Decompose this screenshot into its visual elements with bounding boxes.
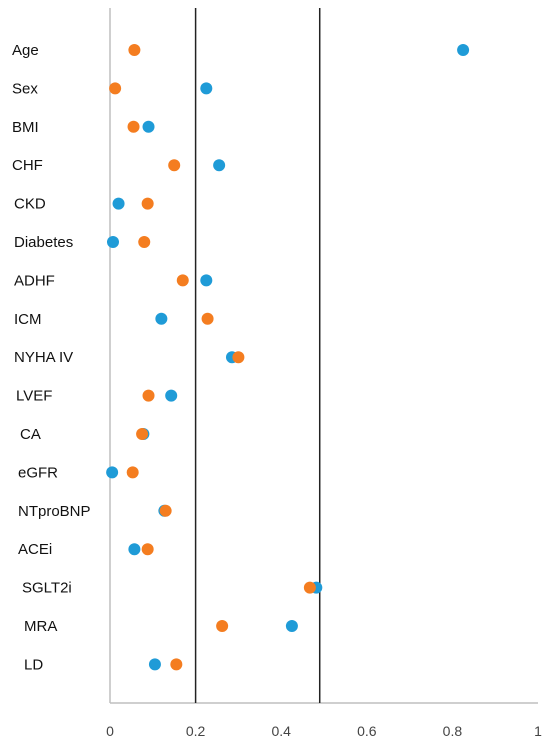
data-point-series-1 [213, 159, 226, 172]
data-point-series-1 [128, 543, 141, 556]
data-point-series-2 [126, 466, 139, 479]
category-label: NTproBNP [18, 503, 91, 520]
data-point-series-1 [200, 274, 213, 287]
data-point-series-2 [159, 504, 172, 517]
data-point-series-2 [168, 159, 181, 172]
data-point-series-1 [148, 658, 161, 671]
x-tick-label: 0.8 [443, 723, 463, 739]
data-point-series-1 [165, 389, 178, 402]
data-point-series-1 [142, 120, 155, 133]
category-label: Diabetes [14, 234, 73, 251]
data-point-series-1 [285, 620, 298, 632]
x-tick-label: 0.2 [186, 723, 206, 739]
category-label: ICM [14, 311, 42, 328]
category-label: MRA [24, 618, 57, 635]
category-label: BMI [12, 119, 39, 136]
category-label: CHF [12, 157, 43, 174]
data-point-series-2 [141, 543, 154, 556]
data-point-series-2 [170, 658, 183, 671]
x-tick-label: 0.6 [357, 723, 377, 739]
data-point-series-2 [216, 620, 229, 632]
x-tick-label: 0.4 [271, 723, 291, 739]
category-label: CA [20, 426, 41, 443]
data-point-series-2 [176, 274, 189, 287]
category-label: CKD [14, 196, 46, 213]
category-label: ACEi [18, 541, 52, 558]
data-point-series-1 [200, 82, 213, 95]
data-point-series-2 [232, 351, 245, 364]
data-point-series-2 [127, 120, 140, 133]
data-point-series-2 [128, 44, 141, 56]
data-point-series-2 [141, 197, 154, 210]
category-label: LVEF [16, 388, 52, 405]
data-point-series-1 [457, 44, 470, 56]
category-label: Age [12, 42, 39, 59]
data-point-series-1 [155, 312, 168, 325]
category-label: SGLT2i [22, 580, 72, 597]
data-point-series-2 [136, 428, 149, 440]
category-label: ADHF [14, 272, 55, 289]
category-label: LD [24, 656, 43, 673]
data-point-series-1 [112, 197, 125, 210]
data-point-series-2 [303, 581, 316, 594]
data-point-series-2 [201, 312, 214, 325]
category-label: eGFR [18, 464, 58, 481]
data-point-series-2 [138, 236, 151, 248]
data-point-series-2 [109, 82, 122, 95]
category-label: Sex [12, 80, 38, 97]
data-point-series-1 [106, 236, 119, 248]
x-tick-label: 1 [534, 723, 542, 739]
category-label: NYHA IV [14, 349, 73, 366]
x-tick-label: 0 [106, 723, 114, 739]
data-point-series-2 [142, 389, 155, 402]
data-point-series-1 [106, 466, 119, 479]
